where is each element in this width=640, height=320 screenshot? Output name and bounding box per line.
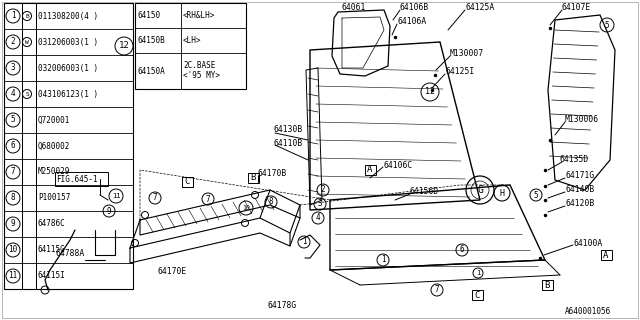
Text: 64106C: 64106C: [383, 161, 412, 170]
Text: 64135D: 64135D: [560, 156, 589, 164]
Text: 64115I: 64115I: [38, 271, 66, 281]
Text: 043106123(1 ): 043106123(1 ): [38, 90, 98, 99]
Text: C: C: [474, 291, 480, 300]
Text: 64786C: 64786C: [38, 220, 66, 228]
Text: 1: 1: [301, 237, 307, 246]
Text: 64120B: 64120B: [565, 199, 595, 209]
Text: 10: 10: [242, 205, 250, 211]
Text: 3: 3: [11, 63, 15, 73]
Text: W: W: [25, 39, 29, 44]
Text: 5: 5: [11, 116, 15, 124]
Text: A: A: [367, 165, 372, 174]
Text: 64115G: 64115G: [38, 245, 66, 254]
Text: 64150: 64150: [137, 11, 160, 20]
Text: 8: 8: [11, 194, 15, 203]
Text: 64125I: 64125I: [445, 68, 474, 76]
Text: 8: 8: [269, 197, 273, 206]
Text: 1: 1: [11, 12, 15, 20]
Text: M250029: M250029: [38, 167, 70, 177]
Text: 2: 2: [11, 37, 15, 46]
Text: Q680002: Q680002: [38, 141, 70, 150]
Bar: [541, 280, 552, 290]
Bar: [365, 165, 376, 175]
Text: 64150A: 64150A: [137, 67, 164, 76]
Text: 9: 9: [11, 220, 15, 228]
Bar: [4, 3, 133, 289]
Text: C: C: [184, 178, 189, 187]
Text: 64171G: 64171G: [565, 172, 595, 180]
Text: 7: 7: [11, 167, 15, 177]
Text: <'95 MY>: <'95 MY>: [183, 71, 220, 81]
Text: 5: 5: [605, 20, 609, 29]
Text: S: S: [25, 92, 29, 97]
Text: 4: 4: [316, 213, 320, 222]
Text: 2C.BASE: 2C.BASE: [183, 61, 216, 70]
Text: 11: 11: [112, 193, 120, 199]
Text: G: G: [477, 185, 483, 195]
Bar: [55, 172, 108, 186]
Text: 64106B: 64106B: [400, 4, 429, 12]
Text: 64106A: 64106A: [397, 18, 426, 27]
Text: FIG.645-1: FIG.645-1: [56, 174, 98, 183]
Text: 64107E: 64107E: [562, 4, 591, 12]
Text: 64170B: 64170B: [258, 169, 287, 178]
Text: A: A: [604, 251, 609, 260]
Bar: [472, 290, 483, 300]
Text: 032006003(1 ): 032006003(1 ): [38, 63, 98, 73]
Text: 7: 7: [435, 285, 439, 294]
Text: 64125A: 64125A: [465, 4, 494, 12]
Text: 64100A: 64100A: [573, 238, 602, 247]
Text: 011308200(4 ): 011308200(4 ): [38, 12, 98, 20]
Text: 64150B: 64150B: [137, 36, 164, 45]
Text: Q720001: Q720001: [38, 116, 70, 124]
Text: 64110B: 64110B: [273, 139, 302, 148]
Text: H: H: [499, 188, 504, 197]
Text: 2: 2: [321, 186, 325, 195]
Text: 3: 3: [317, 199, 323, 209]
Text: 64788A: 64788A: [56, 249, 85, 258]
Text: 5: 5: [534, 190, 538, 199]
Text: 12: 12: [425, 87, 435, 97]
Text: 7: 7: [153, 194, 157, 203]
Bar: [600, 250, 611, 260]
Text: 9: 9: [107, 206, 111, 215]
Text: 64140B: 64140B: [565, 186, 595, 195]
Text: 6: 6: [460, 245, 464, 254]
Text: B: B: [250, 173, 256, 182]
Text: B: B: [25, 13, 29, 19]
Text: 7: 7: [205, 195, 211, 204]
Text: M130006: M130006: [565, 116, 599, 124]
Text: 11: 11: [8, 271, 18, 281]
Text: 6: 6: [11, 141, 15, 150]
Text: 4: 4: [11, 90, 15, 99]
Text: P100157: P100157: [38, 194, 70, 203]
Text: 1: 1: [381, 255, 385, 265]
Text: 64170E: 64170E: [158, 268, 188, 276]
Text: 12: 12: [118, 42, 129, 51]
Bar: [248, 173, 259, 183]
Text: M130007: M130007: [450, 50, 484, 59]
Text: 1: 1: [476, 270, 480, 276]
Text: 64156D: 64156D: [410, 188, 439, 196]
Text: <LH>: <LH>: [183, 36, 202, 45]
Text: 64178G: 64178G: [267, 300, 296, 309]
Bar: [182, 177, 193, 187]
Text: A640001056: A640001056: [565, 308, 611, 316]
Text: 64130B: 64130B: [273, 125, 302, 134]
Text: B: B: [544, 281, 550, 290]
Bar: [135, 3, 246, 89]
Text: 10: 10: [8, 245, 18, 254]
Text: <RH&LH>: <RH&LH>: [183, 11, 216, 20]
Text: 64061: 64061: [342, 4, 366, 12]
Text: 031206003(1 ): 031206003(1 ): [38, 37, 98, 46]
